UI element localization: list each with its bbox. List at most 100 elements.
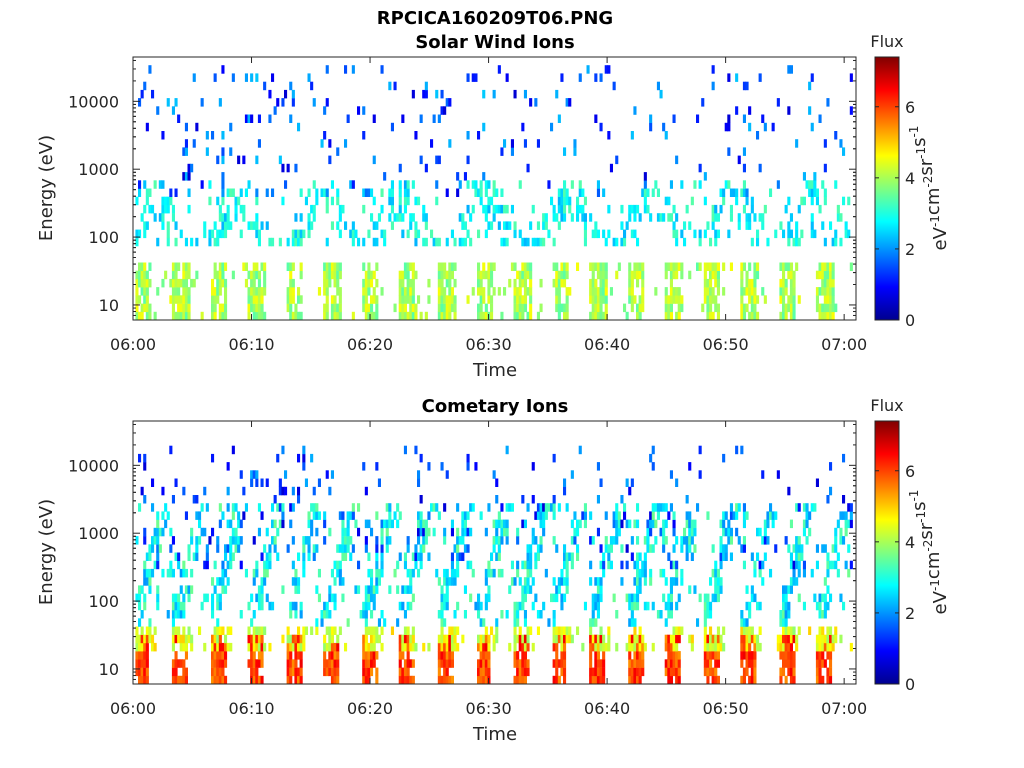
heatmap-cell <box>724 122 728 132</box>
heatmap-cell <box>294 303 298 313</box>
heatmap-cell <box>706 610 710 619</box>
heatmap-cell <box>325 237 329 247</box>
heatmap-cell <box>432 237 436 247</box>
heatmap-cell <box>247 311 251 321</box>
heatmap-cell <box>255 642 259 652</box>
heatmap-cell <box>393 568 397 578</box>
heatmap-cell <box>346 519 350 529</box>
heatmap-cell <box>583 519 587 529</box>
heatmap-cell <box>445 303 449 313</box>
heatmap-cell <box>716 642 720 652</box>
heatmap-cell <box>221 65 225 74</box>
heatmap-cell <box>289 295 293 304</box>
heatmap-cell <box>636 560 640 570</box>
heatmap-cell <box>216 601 220 611</box>
heatmap-cell <box>315 585 319 594</box>
heatmap-cell <box>294 577 298 586</box>
heatmap-cell <box>542 221 546 230</box>
heatmap-cell <box>513 221 517 230</box>
heatmap-cell <box>401 270 405 280</box>
heatmap-cell <box>643 560 647 570</box>
heatmap-cell <box>171 270 175 280</box>
heatmap-cell <box>260 642 264 652</box>
heatmap-cell <box>383 237 387 247</box>
heatmap-cell <box>581 642 585 652</box>
heatmap-cell <box>229 560 233 570</box>
heatmap-cell <box>440 585 444 594</box>
heatmap-cell <box>596 303 600 313</box>
heatmap-cell <box>560 73 564 82</box>
heatmap-cell <box>221 667 225 677</box>
heatmap-cell <box>500 519 504 529</box>
heatmap-cell <box>703 593 707 603</box>
heatmap-cell <box>440 262 444 271</box>
heatmap-cell <box>218 213 222 222</box>
heatmap-cell <box>649 568 653 578</box>
heatmap-cell <box>513 577 517 586</box>
heatmap-cell <box>497 221 501 230</box>
heatmap-cell <box>581 511 585 520</box>
heatmap-cell <box>205 544 209 553</box>
heatmap-cell <box>409 287 413 296</box>
heatmap-cell <box>500 503 504 512</box>
heatmap-cell <box>450 295 454 304</box>
heatmap-cell <box>479 651 483 660</box>
heatmap-cell <box>818 667 822 677</box>
heatmap-cell <box>672 560 676 570</box>
heatmap-cell <box>414 642 418 652</box>
heatmap-cell <box>140 213 144 222</box>
heatmap-cell <box>714 651 718 660</box>
heatmap-cell <box>510 204 514 214</box>
heatmap-cell <box>656 213 660 222</box>
heatmap-cell <box>732 188 736 197</box>
heatmap-cell <box>362 642 366 652</box>
heatmap-cell <box>839 139 843 148</box>
heatmap-cell <box>594 618 598 627</box>
heatmap-cell <box>304 196 308 206</box>
heatmap-cell <box>344 527 348 537</box>
heatmap-cell <box>784 651 788 660</box>
heatmap-cell <box>495 188 499 197</box>
heatmap-cell <box>190 585 194 594</box>
heatmap-cell <box>576 626 580 635</box>
heatmap-cell <box>320 139 324 148</box>
heatmap-cell <box>466 73 470 82</box>
heatmap-cell <box>711 262 715 271</box>
heatmap-cell <box>466 511 470 520</box>
heatmap-cell <box>445 270 449 280</box>
heatmap-cell <box>667 593 671 603</box>
heatmap-cell <box>625 311 629 321</box>
heatmap-cell <box>714 675 718 685</box>
heatmap-cell <box>745 634 749 644</box>
x-tick-label: 06:00 <box>110 335 156 354</box>
heatmap-cell <box>596 262 600 271</box>
heatmap-cell <box>221 131 225 140</box>
heatmap-cell <box>716 577 720 586</box>
heatmap-cell <box>669 262 673 271</box>
heatmap-cell <box>594 278 598 288</box>
heatmap-cell <box>596 610 600 619</box>
heatmap-cell <box>138 593 142 603</box>
heatmap-cell <box>443 295 447 304</box>
heatmap-cell <box>523 659 527 668</box>
heatmap-cell <box>602 278 606 288</box>
heatmap-cell <box>390 122 394 132</box>
heatmap-cell <box>779 287 783 296</box>
heatmap-cell <box>403 585 407 594</box>
heatmap-cell <box>184 172 188 181</box>
heatmap-cell <box>813 180 817 189</box>
heatmap-cell <box>583 237 587 247</box>
heatmap-cell <box>297 667 301 677</box>
heatmap-cell <box>448 634 452 644</box>
heatmap-cell <box>424 89 428 99</box>
heatmap-cell <box>328 155 332 165</box>
heatmap-cell <box>630 675 634 685</box>
heatmap-cell <box>505 237 509 247</box>
heatmap-cell <box>474 462 478 471</box>
heatmap-cell <box>787 270 791 280</box>
heatmap-cell <box>213 295 217 304</box>
heatmap-cell <box>211 303 215 313</box>
heatmap-cell <box>237 155 241 165</box>
heatmap-cell <box>330 626 334 635</box>
heatmap-cell <box>735 196 739 206</box>
